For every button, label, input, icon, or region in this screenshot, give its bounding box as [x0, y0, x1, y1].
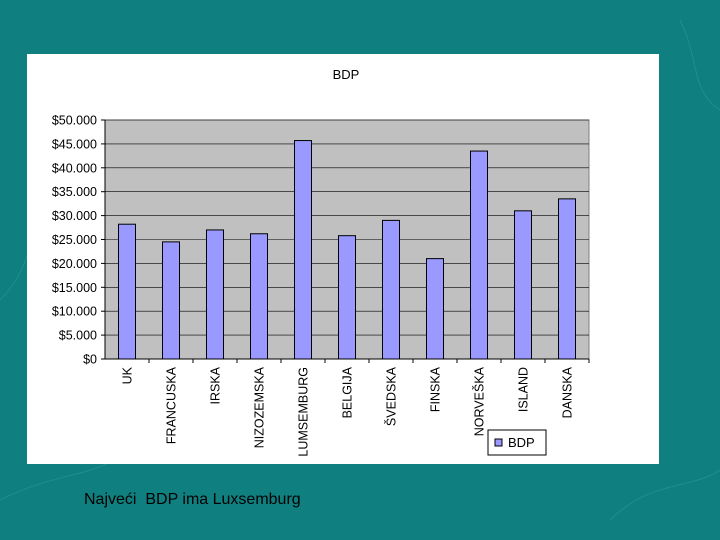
bar-uk	[118, 223, 136, 360]
bar-norveška	[470, 150, 488, 360]
bdp-bar-chart: BDP $0 $5.000 $10.000 $15.000 $20.000 $25.000…	[52, 67, 590, 457]
legend-label: BDP	[508, 435, 535, 450]
y-tick-label: $25.000	[52, 233, 97, 247]
x-tick-label: LUMSEMBURG	[297, 367, 311, 457]
bar-belgija	[338, 235, 356, 360]
chart-card: BDP $0 $5.000 $10.000 $15.000 $20.000 $25.000…	[27, 54, 659, 464]
bars	[118, 140, 576, 360]
x-tick-label: DANSKA	[561, 366, 575, 418]
legend-swatch	[494, 438, 503, 447]
x-tick-label: ŠVEDSKA	[384, 366, 399, 426]
legend: BDP	[487, 429, 547, 456]
y-tick-label: $10.000	[52, 305, 97, 319]
bar-irska	[206, 229, 224, 360]
slide-caption: Najveći BDP ima Luxsemburg	[84, 491, 301, 508]
bar-švedska	[382, 219, 400, 360]
bar-lumsemburg	[294, 140, 312, 360]
chart-title: BDP	[333, 67, 360, 82]
x-tick-label: IRSKA	[209, 366, 223, 404]
y-tick-label: $45.000	[52, 137, 97, 151]
y-tick-label: $5.000	[59, 329, 97, 343]
y-tick-label: $15.000	[52, 281, 97, 295]
y-tick-label: $30.000	[52, 209, 97, 223]
x-tick-label: UK	[121, 366, 135, 384]
bar-nizozemska	[250, 233, 268, 360]
y-tick-label: $20.000	[52, 257, 97, 271]
x-tick-label: NORVEŠKA	[472, 366, 487, 436]
y-tick-label: $0	[83, 353, 97, 367]
bar-francuska	[162, 241, 180, 360]
x-tick-label: BELGIJA	[341, 366, 355, 418]
y-tick-label: $40.000	[52, 161, 97, 175]
bar-finska	[426, 258, 444, 360]
y-axis-ticks: $0 $5.000 $10.000 $15.000 $20.000 $25.000 $30.…	[52, 114, 105, 367]
y-tick-label: $35.000	[52, 185, 97, 199]
bar-danska	[558, 198, 576, 360]
x-tick-label: FRANCUSKA	[165, 366, 179, 444]
x-axis-labels: UK FRANCUSKA IRSKA NIZOZEMSKA LUMSEMBURG BELG…	[121, 359, 590, 457]
y-tick-label: $50.000	[52, 114, 97, 128]
x-tick-label: FINSKA	[429, 366, 443, 412]
bar-island	[514, 210, 532, 360]
x-tick-label: NIZOZEMSKA	[253, 366, 267, 448]
x-tick-label: ISLAND	[517, 367, 531, 412]
